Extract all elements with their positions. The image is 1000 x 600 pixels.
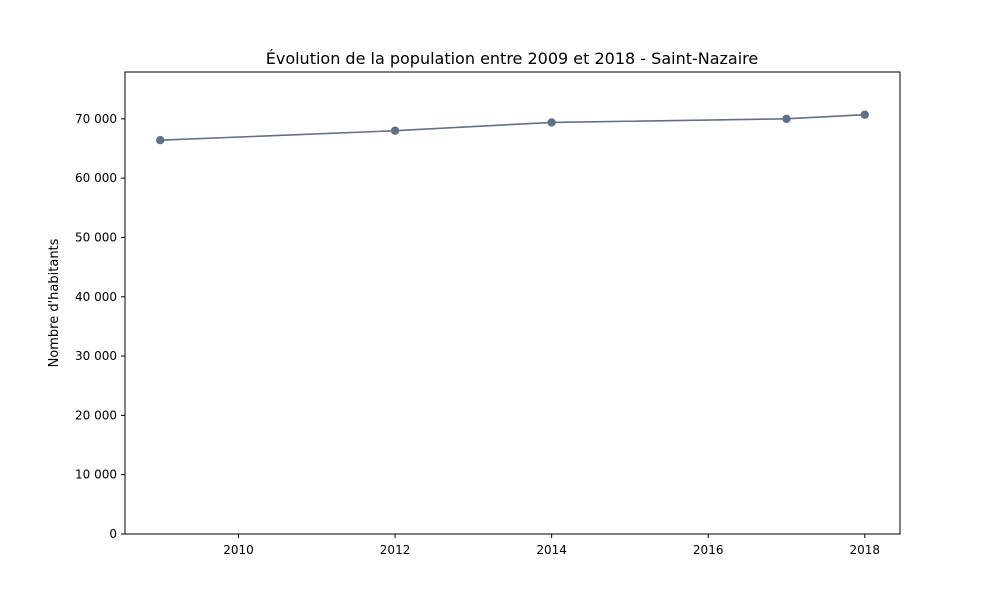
- data-point: [860, 110, 869, 119]
- y-tick-label: 20 000: [75, 408, 117, 422]
- x-tick-label: 2014: [536, 543, 567, 557]
- data-point: [390, 126, 400, 135]
- x-tick-label: 2012: [380, 543, 411, 557]
- x-tick-label: 2018: [849, 543, 880, 557]
- y-axis-label: Nombre d'habitants: [47, 238, 62, 367]
- chart-title: Évolution de la population entre 2009 et…: [266, 49, 759, 68]
- plot-frame: [124, 71, 901, 535]
- y-tick-label: 60 000: [75, 171, 117, 185]
- data-point: [547, 118, 556, 127]
- y-tick-label: 10 000: [75, 468, 117, 482]
- data-point: [156, 136, 165, 145]
- y-tick-label: 0: [109, 527, 117, 541]
- y-tick-label: 50 000: [75, 230, 117, 244]
- plot-area: 0 10 000 20 000 30 000 40 000 50 000 60 000 70 …: [75, 110, 880, 557]
- x-tick-label: 2016: [693, 543, 724, 557]
- y-tick-label: 40 000: [75, 290, 117, 304]
- y-tick-label: 70 000: [75, 112, 117, 126]
- data-point: [782, 114, 791, 124]
- y-tick-label: 30 000: [75, 349, 117, 363]
- x-tick-label: 2010: [223, 543, 254, 557]
- series-line: [160, 113, 865, 142]
